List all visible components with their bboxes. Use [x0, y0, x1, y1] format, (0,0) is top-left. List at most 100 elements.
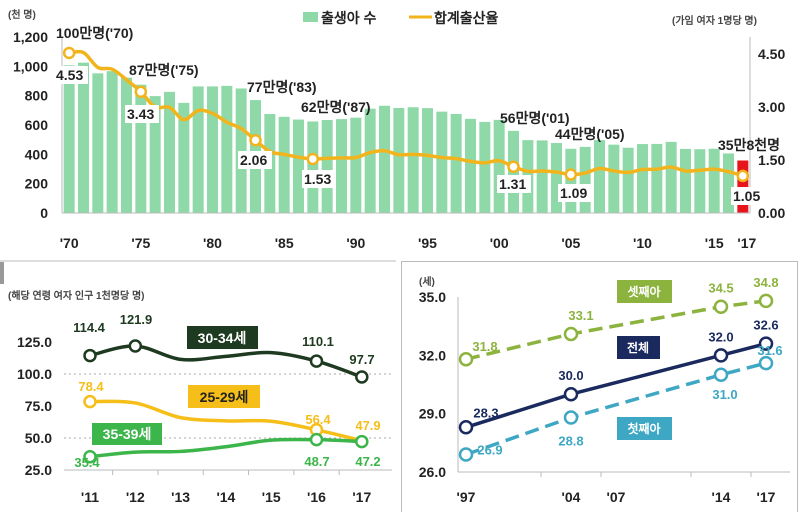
label-첫째아-2004: 28.8 — [558, 434, 583, 449]
label-전체-2014: 32.0 — [708, 329, 733, 344]
marker-25-29세-2011 — [83, 394, 97, 409]
bar-births-1975 — [135, 84, 147, 214]
bar-births-2013 — [680, 148, 691, 213]
legend-label-overall: 전체 — [627, 340, 649, 355]
bar-births-1993 — [393, 107, 405, 213]
annotation-births-1987: 62만명('87) — [301, 99, 371, 115]
bar-births-1972 — [92, 73, 104, 213]
legend-label-30-34: 30-34세 — [198, 330, 247, 346]
age-specific-fertility-chart: (해당 연령 여자 인구 1천명당 명) 25.0 50.0 75.0 100.0 12… — [8, 289, 392, 505]
bar-births-1982 — [235, 88, 247, 213]
x-tick-label: '17 — [737, 235, 756, 251]
x-tick-label: '12 — [126, 489, 145, 505]
legend-box-first-child — [617, 417, 672, 440]
legend-label-25-29: 25-29세 — [200, 389, 249, 405]
legend-swatch-births — [303, 12, 318, 22]
marker-셋째아-2014 — [713, 299, 729, 314]
label-첫째아-1997: 26.9 — [477, 443, 502, 458]
x-tick-label: '97 — [457, 489, 476, 505]
annotation-tfr-1987: 1.53 — [304, 171, 331, 187]
legend-box-25-29 — [188, 385, 260, 408]
label-35-39-2011: 35.4 — [74, 455, 100, 470]
bar-births-2008 — [608, 144, 620, 213]
bar-births-1987 — [307, 121, 319, 213]
bar-births-1974 — [121, 77, 132, 213]
bar-births-1980 — [207, 86, 218, 213]
label-첫째아-2014: 31.0 — [712, 387, 737, 402]
bar-births-2016 — [723, 153, 734, 213]
label-25-29-2017: 47.9 — [355, 418, 380, 433]
label-30-34-2016: 110.1 — [302, 334, 334, 349]
x-tick-label: '17 — [757, 489, 776, 505]
bar-births-2017 — [737, 160, 749, 213]
bar-births-1976 — [149, 96, 161, 213]
label-35-39-2017: 47.2 — [355, 454, 380, 469]
annotation-bg — [302, 170, 336, 188]
right-tick-label: 0.00 — [758, 205, 785, 221]
marker-전체-1997 — [458, 420, 474, 435]
right-axis-unit: (가임 여자 1명당 명) — [672, 14, 757, 27]
label-전체-2004: 30.0 — [558, 368, 583, 383]
annotation-tfr-1970: 4.53 — [56, 67, 83, 83]
tfr-marker-2001 — [507, 160, 520, 173]
annotation-bg — [731, 187, 765, 205]
line-첫째아 — [465, 361, 767, 457]
marker-전체-2004 — [563, 386, 579, 402]
annotation-births-1975: 87만명('75) — [129, 62, 199, 78]
annotation-births-2017: 35만8천명 — [718, 137, 780, 153]
annotation-births-1970: 100만명('70) — [56, 25, 133, 41]
x-tick-label: '16 — [307, 489, 326, 505]
bar-births-2000 — [493, 119, 505, 213]
bar-births-1995 — [422, 108, 433, 213]
marker-첫째아-2017 — [758, 355, 774, 371]
bl-unit: (해당 연령 여자 인구 1천명당 명) — [8, 289, 145, 302]
x-tick-label: '05 — [561, 235, 580, 251]
marker-30-34세-2017 — [355, 370, 369, 384]
bar-births-1991 — [364, 108, 376, 213]
left-tick-label: 400 — [25, 146, 49, 162]
marker-35-39세-2011 — [83, 449, 97, 464]
label-전체-1997: 28.3 — [473, 405, 498, 420]
y-tick-label: 25.0 — [25, 462, 52, 478]
x-tick-label: '13 — [171, 489, 190, 505]
label-30-34-2017: 97.7 — [349, 352, 374, 367]
bar-births-1970 — [63, 65, 75, 213]
annotation-tfr-2005: 1.09 — [560, 185, 587, 201]
marker-첫째아-2004 — [563, 410, 579, 425]
annotation-bg — [558, 184, 592, 202]
annotation-tfr-2017: 1.05 — [733, 188, 760, 204]
label-셋째아-1997: 31.8 — [472, 339, 497, 354]
bar-births-2011 — [651, 143, 663, 213]
panel-left-marker — [0, 262, 4, 284]
left-tick-label: 1,000 — [13, 58, 48, 74]
x-tick-label: '75 — [131, 235, 150, 251]
x-tick-label: '07 — [607, 489, 626, 505]
annotation-bg — [125, 105, 159, 123]
annotation-bg — [238, 151, 272, 169]
bar-births-1977 — [164, 91, 175, 213]
marker-전체-2017 — [758, 336, 774, 351]
y-tick-label: 35.0 — [419, 289, 446, 305]
bar-births-1981 — [221, 85, 233, 213]
marker-30-34세-2016 — [309, 354, 324, 368]
x-tick-label: '04 — [562, 489, 581, 505]
label-25-29-2016: 56.4 — [305, 412, 331, 427]
left-tick-label: 0 — [40, 205, 48, 221]
bar-births-1997 — [450, 114, 462, 213]
bar-births-2009 — [622, 147, 634, 213]
bar-births-1990 — [350, 117, 362, 213]
bar-births-1994 — [407, 107, 419, 213]
legend-box-overall — [617, 336, 660, 359]
bar-births-2012 — [665, 141, 677, 213]
label-35-39-2016: 48.7 — [304, 454, 329, 469]
left-tick-label: 800 — [25, 88, 49, 104]
marker-35-39세-2017 — [355, 434, 369, 449]
tfr-marker-1970 — [62, 46, 76, 60]
bar-births-2003 — [536, 140, 548, 213]
y-tick-label: 125.0 — [17, 334, 52, 350]
tfr-marker-1987 — [306, 152, 320, 166]
label-30-34-2012: 121.9 — [120, 312, 153, 327]
left-tick-label: 200 — [25, 176, 49, 192]
marker-35-39세-2016 — [309, 432, 324, 447]
